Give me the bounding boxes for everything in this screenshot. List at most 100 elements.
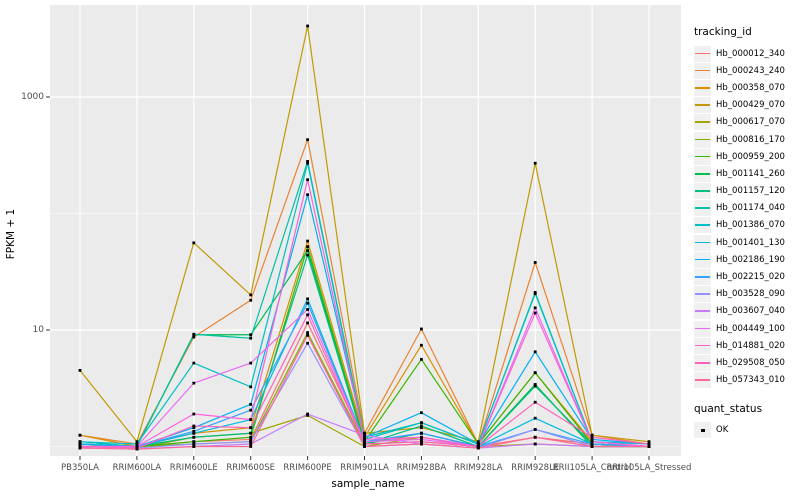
- data-point: [533, 161, 537, 165]
- legend-item-Hb_001141_260: Hb_001141_260: [694, 165, 785, 182]
- legend-items: Hb_000012_340 Hb_000243_240 Hb_000358_070 H…: [694, 45, 785, 389]
- data-point: [533, 306, 537, 310]
- legend-item-label: Hb_003528_090: [716, 289, 785, 300]
- x-tick-label-RRIM928LE: RRIM928LE: [511, 463, 560, 473]
- x-tick-label-RRIM901LA: RRIM901LA: [340, 463, 389, 473]
- y-axis-title: FPKM + 1: [5, 208, 17, 260]
- data-point: [363, 435, 366, 439]
- data-point: [590, 440, 594, 444]
- legend-line-icon: [695, 361, 710, 364]
- x-tick-label-RRIM928LA: RRIM928LA: [453, 463, 503, 473]
- y-tick-label: 1000: [21, 91, 44, 102]
- legend-line-icon: [695, 241, 710, 244]
- data-point: [476, 446, 480, 450]
- data-point: [192, 335, 196, 339]
- data-point: [420, 435, 423, 439]
- data-point: [420, 327, 423, 331]
- legend-item-Hb_000816_170: Hb_000816_170: [694, 131, 785, 148]
- legend-line-icon: [695, 379, 710, 381]
- data-point: [420, 343, 423, 347]
- data-point: [420, 426, 423, 430]
- legend-line-icon: [695, 327, 710, 330]
- data-point: [192, 440, 196, 444]
- data-point: [306, 138, 309, 142]
- data-point: [192, 429, 196, 433]
- data-point: [192, 241, 196, 245]
- legend-key-swatch: [694, 234, 711, 251]
- legend-key-swatch: [694, 286, 711, 303]
- legend-line-icon: [695, 344, 710, 347]
- legend-item-label: Hb_000243_240: [716, 65, 785, 76]
- legend-item-label: Hb_002215_020: [716, 272, 785, 283]
- data-point: [135, 440, 139, 444]
- x-tick-label-RRII105LA_Stressed: RRII105LA_Stressed: [606, 463, 692, 473]
- data-point: [420, 421, 423, 425]
- legend-key-swatch: [694, 372, 711, 389]
- data-point: [647, 445, 651, 448]
- legend-line-icon: [695, 104, 710, 106]
- legend-item-label: Hb_003607_040: [716, 306, 785, 317]
- quant-ok-key: [694, 422, 711, 439]
- legend-item-label: Hb_014881_020: [716, 340, 785, 351]
- legend-item-label: Hb_000617_070: [716, 117, 785, 128]
- legend-item-Hb_000012_340: Hb_000012_340: [694, 45, 785, 62]
- legend-item-quant-ok: OK: [694, 422, 785, 439]
- legend-item-Hb_001401_130: Hb_001401_130: [694, 234, 785, 251]
- legend-item-Hb_000617_070: Hb_000617_070: [694, 114, 785, 131]
- data-point: [249, 402, 253, 406]
- data-point: [249, 435, 253, 439]
- y-tick-label: 10: [32, 324, 44, 335]
- legend-item-Hb_001157_120: Hb_001157_120: [694, 183, 785, 200]
- legend-item-label: Hb_057343_010: [716, 375, 785, 386]
- data-point: [533, 435, 537, 439]
- legend-item-label: Hb_000358_070: [716, 82, 785, 93]
- data-point: [420, 424, 423, 428]
- data-point: [192, 431, 196, 435]
- legend-item-label: Hb_001401_130: [716, 237, 785, 248]
- x-axis-title: sample_name: [331, 478, 405, 490]
- legend-item-label: Hb_000959_200: [716, 151, 785, 162]
- data-point: [249, 426, 253, 430]
- legend-line-icon: [695, 172, 710, 175]
- legend-line-icon: [695, 276, 710, 278]
- legend-item-label: Hb_000429_070: [716, 100, 785, 111]
- data-point: [363, 440, 366, 444]
- data-point: [533, 428, 537, 431]
- data-point: [476, 440, 480, 444]
- legend-item-label: Hb_004449_100: [716, 323, 785, 334]
- data-point: [363, 445, 366, 448]
- legend-item-label: Hb_002186_190: [716, 254, 785, 265]
- data-point: [306, 331, 309, 334]
- data-point: [249, 361, 253, 365]
- data-point: [363, 442, 366, 446]
- data-point: [78, 445, 82, 448]
- data-point: [420, 440, 423, 444]
- data-point: [249, 293, 253, 297]
- legend-item-Hb_003528_090: Hb_003528_090: [694, 286, 785, 303]
- data-point: [533, 292, 537, 296]
- legend-item-Hb_000243_240: Hb_000243_240: [694, 62, 785, 79]
- x-tick-label-RRII105LA_Control: RRII105LA_Control: [552, 463, 632, 473]
- data-point: [533, 442, 537, 446]
- legend-key-swatch: [694, 183, 711, 200]
- legend-line-icon: [695, 121, 710, 123]
- legend-line-icon: [695, 293, 710, 295]
- data-point: [363, 438, 366, 441]
- data-point: [249, 438, 253, 441]
- data-point: [306, 333, 309, 337]
- legend-item-Hb_004449_100: Hb_004449_100: [694, 320, 785, 337]
- legend: tracking_id Hb_000012_340 Hb_000243_240 Hb…: [694, 26, 785, 439]
- legend-line-icon: [695, 155, 710, 158]
- data-point: [306, 160, 309, 163]
- legend-item-Hb_001174_040: Hb_001174_040: [694, 200, 785, 217]
- legend-item-Hb_000358_070: Hb_000358_070: [694, 79, 785, 96]
- data-point: [306, 245, 309, 248]
- data-point: [590, 445, 594, 448]
- legend-item-label: Hb_001386_070: [716, 220, 785, 231]
- data-point: [306, 178, 309, 182]
- data-point: [192, 412, 196, 416]
- x-tick-label-RRIM928BA: RRIM928BA: [396, 463, 447, 473]
- legend-key-swatch: [694, 269, 711, 286]
- legend-title-quant-status: quant_status: [694, 402, 763, 415]
- legend-item-label: Hb_000816_170: [716, 134, 785, 145]
